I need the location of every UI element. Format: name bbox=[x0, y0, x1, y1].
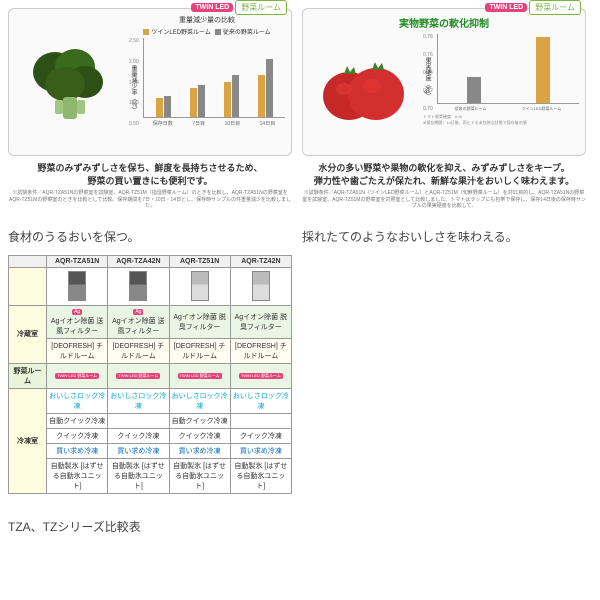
table-row: 買い求め冷凍買い求め冷凍買い求め冷凍買い求め冷凍 bbox=[9, 443, 292, 458]
row-label-freezer: 冷凍室 bbox=[9, 388, 47, 493]
broccoli-card: TWIN LED 野菜ルーム 重量減少量の比較 ツインLED野菜ルーム従来の野菜… bbox=[8, 8, 292, 156]
right-section-title: 採れたてのようなおいしさを味わえる。 bbox=[302, 228, 586, 245]
twin-led-badge: TWIN LED 野菜ルーム bbox=[191, 0, 287, 15]
chart-title: 重量減少量の比較 bbox=[129, 15, 285, 25]
table-row: クイック冷凍クイック冷凍クイック冷凍クイック冷凍 bbox=[9, 428, 292, 443]
row-label-veg: 野菜ルーム bbox=[9, 363, 47, 388]
bottom-title: TZA、TZシリーズ比較表 bbox=[8, 518, 292, 535]
y-axis-label: 重量減少率（％） bbox=[129, 65, 138, 113]
tomato-card: TWIN LED 野菜ルーム 実物野菜の軟化抑制 0.780.760.740.7… bbox=[302, 8, 586, 156]
left-caption: 野菜のみずみずしさを保ち、鮮度を長持ちさせるため、野菜の買い置きにも便利です。 bbox=[8, 162, 292, 187]
table-row: 冷凍室 おいしさロック冷凍おいしさロック冷凍おいしさロック冷凍おいしさロック冷凍 bbox=[9, 388, 292, 413]
right-caption: 水分の多い野菜や果物の軟化を抑え、みずみずしさをキープ。弾力性や歯ごたえが保たれ… bbox=[302, 162, 586, 187]
comparison-table: AQR-TZA51NAQR-TZA42NAQR-TZ51NAQR-TZ42N 冷… bbox=[8, 255, 292, 494]
hardness-chart: 0.780.760.740.720.70 果実硬度（kg） 従来の野菜ルームツイ… bbox=[423, 34, 579, 144]
table-row: [DEOFRESH] チルドルーム [DEOFRESH] チルドルーム [DEO… bbox=[9, 338, 292, 363]
table-row: 冷蔵室 AgAgイオン除菌 送風フィルター AgAgイオン除菌 送風フィルター … bbox=[9, 305, 292, 338]
chart-footnote: トマト果実硬度 n=9 ※保存期間：14日後、両ヒトも未包装な状態で保存後の値 bbox=[423, 114, 579, 126]
left-footnote: ※試験条件／AQR-TZA51Nの野菜室を試験室、AQR-TZ51M（指湿野菜ル… bbox=[8, 190, 292, 210]
bar-chart bbox=[437, 34, 579, 104]
chart-legend: ツインLED野菜ルーム従来の野菜ルーム bbox=[129, 27, 285, 36]
x-labels: 従来の野菜ルームツインLED野菜ルーム bbox=[437, 106, 579, 112]
ag-filter-cell: Agイオン除菌 送風フィルター bbox=[51, 318, 104, 335]
table-row: 野菜ルーム TWIN LED 野菜ルーム TWIN LED 野菜ルーム TWIN… bbox=[9, 363, 292, 388]
table-row: 自動製氷 [はずせる自動氷ユニット]自動製氷 [はずせる自動氷ユニット]自動製氷… bbox=[9, 458, 292, 493]
left-section-title: 食材のうるおいを保つ。 bbox=[8, 228, 292, 245]
badge-room-text: 野菜ルーム bbox=[235, 0, 287, 15]
left-panel: TWIN LED 野菜ルーム 重量減少量の比較 ツインLED野菜ルーム従来の野菜… bbox=[8, 8, 292, 545]
row-label-fridge: 冷蔵室 bbox=[9, 305, 47, 363]
twin-led-badge: TWIN LED 野菜ルーム bbox=[485, 0, 581, 15]
badge-twin-text: TWIN LED bbox=[191, 3, 233, 12]
right-footnote: ※試験条件／AQR-TZA51N（ツインLED野菜ルーム）とAQR-TZ51M（… bbox=[302, 190, 586, 210]
y-axis-label: 果実硬度（kg） bbox=[423, 57, 432, 99]
table-row: 自動クイック冷凍自動クイック冷凍 bbox=[9, 413, 292, 428]
x-labels: 保存日数7日目10日目14日目 bbox=[143, 120, 285, 127]
tomato-image bbox=[309, 34, 419, 144]
table-header-row: AQR-TZA51NAQR-TZA42NAQR-TZ51NAQR-TZ42N bbox=[9, 255, 292, 267]
weight-loss-chart: 重量減少量の比較 ツインLED野菜ルーム従来の野菜ルーム 2.502.001.5… bbox=[129, 15, 285, 149]
right-panel: TWIN LED 野菜ルーム 実物野菜の軟化抑制 0.780.760.740.7… bbox=[302, 8, 586, 545]
bar-chart bbox=[143, 38, 285, 118]
broccoli-image bbox=[15, 15, 125, 149]
tomato-card-title: 実物野菜の軟化抑制 bbox=[309, 15, 579, 30]
fridge-image-row bbox=[9, 267, 292, 305]
